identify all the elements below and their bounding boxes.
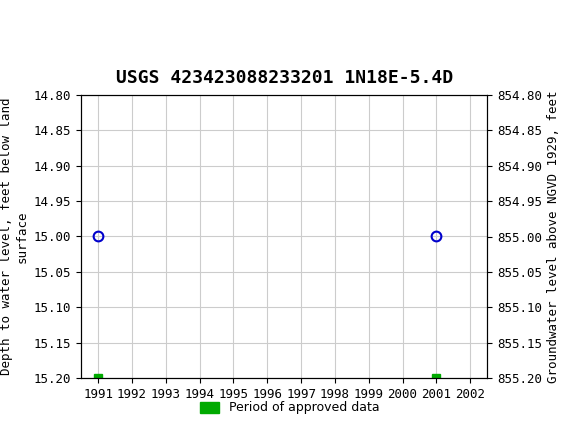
Y-axis label: Depth to water level, feet below land
surface: Depth to water level, feet below land su… [1, 98, 28, 375]
Y-axis label: Groundwater level above NGVD 1929, feet: Groundwater level above NGVD 1929, feet [548, 90, 560, 383]
Legend: Period of approved data: Period of approved data [195, 396, 385, 419]
Text: ╳USGS: ╳USGS [12, 8, 70, 31]
Title: USGS 423423088233201 1N18E-5.4D: USGS 423423088233201 1N18E-5.4D [115, 70, 453, 87]
